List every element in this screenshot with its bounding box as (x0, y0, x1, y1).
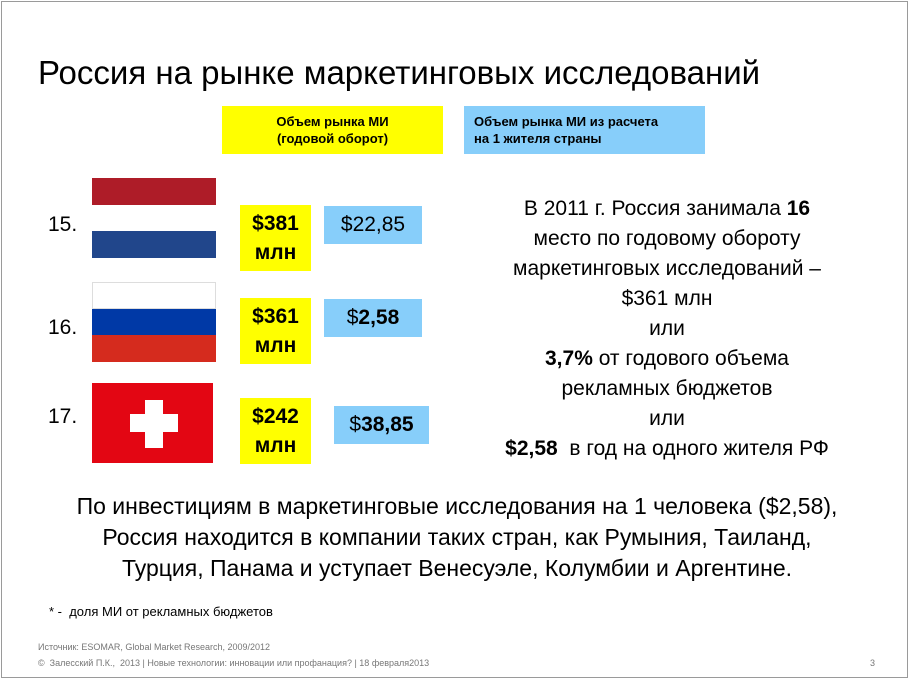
rank-15: 15. (48, 213, 78, 236)
netherlands-flag (92, 178, 216, 258)
market-volume-header-text: Объем рынка МИ (годовой оборот) (276, 114, 389, 146)
russia-flag (92, 282, 216, 362)
per-capita-russia: $2,58 (324, 299, 422, 337)
volume-unit: млн (254, 241, 297, 264)
per-capita-netherlands: $22,85 (324, 206, 422, 244)
summary-line-6-text: от годового объема (592, 347, 789, 370)
per-capita-switzerland: $38,85 (334, 406, 429, 444)
volume-unit: млн (254, 334, 297, 357)
footnote: * - доля МИ от рекламных бюджетов (49, 604, 273, 619)
conclusion-line-1: По инвестициям в маркетинговые исследова… (76, 493, 838, 519)
summary-line-8: или (649, 407, 685, 430)
summary-line-7: рекламных бюджетов (561, 377, 773, 400)
summary-share: 3,7% (545, 347, 593, 370)
summary-line-6: 3,7% от годового объема (472, 344, 862, 374)
per-capita-prefix: $ (349, 413, 362, 436)
summary-line-9-text: в год на одного жителя РФ (557, 437, 829, 460)
source-note: Источник: ESOMAR, Global Market Research… (38, 642, 271, 652)
volume-amount: $381 (252, 212, 299, 235)
per-capita-header: Объем рынка МИ из расчета на 1 жителя ст… (464, 106, 705, 154)
market-volume-netherlands: $381 млн (240, 205, 311, 271)
summary-line-4: $361 млн (621, 287, 713, 310)
slide-title: Россия на рынке маркетинговых исследован… (38, 54, 761, 91)
summary-line-9: $2,58 в год на одного жителя РФ (472, 434, 862, 464)
russia-summary-text: В 2011 г. Россия занимала 16 место по го… (472, 194, 862, 464)
page-number: 3 (870, 658, 876, 668)
per-capita-value: 38,85 (361, 413, 414, 436)
volume-amount: $361 (252, 305, 299, 328)
summary-line-1-text: В 2011 г. Россия занимала (523, 197, 787, 220)
per-capita-prefix: $ (340, 213, 353, 236)
rank-17: 17. (48, 405, 78, 428)
conclusion-line-2: Россия находится в компании таких стран,… (102, 524, 812, 550)
volume-unit: млн (254, 434, 297, 457)
summary-line-2: место по годовому обороту (533, 227, 801, 250)
per-capita-value: 22,85 (352, 213, 406, 236)
per-capita-value: 2,58 (358, 306, 400, 329)
conclusion-text: По инвестициям в маркетинговые исследова… (22, 491, 892, 584)
summary-per-capita: $2,58 (505, 437, 558, 460)
per-capita-prefix: $ (346, 306, 359, 329)
summary-line-3: маркетинговых исследований – (513, 257, 821, 280)
market-volume-russia: $361 млн (240, 298, 311, 364)
switzerland-flag-field (92, 383, 213, 463)
rank-16: 16. (48, 316, 78, 339)
summary-rank: 16 (786, 197, 811, 220)
market-volume-header: Объем рынка МИ (годовой оборот) (222, 106, 443, 154)
volume-amount: $242 (252, 405, 299, 428)
per-capita-header-text: Объем рынка МИ из расчета на 1 жителя ст… (474, 114, 659, 146)
conclusion-line-3: Турция, Панама и уступает Венесуэле, Кол… (121, 555, 793, 581)
switzerland-flag (92, 383, 213, 463)
summary-line-1: В 2011 г. Россия занимала 16 (472, 194, 862, 224)
market-volume-switzerland: $242 млн (240, 398, 311, 464)
summary-line-5: или (649, 317, 685, 340)
footer: © Залесский П.К., 2013 | Новые технологи… (38, 658, 430, 668)
